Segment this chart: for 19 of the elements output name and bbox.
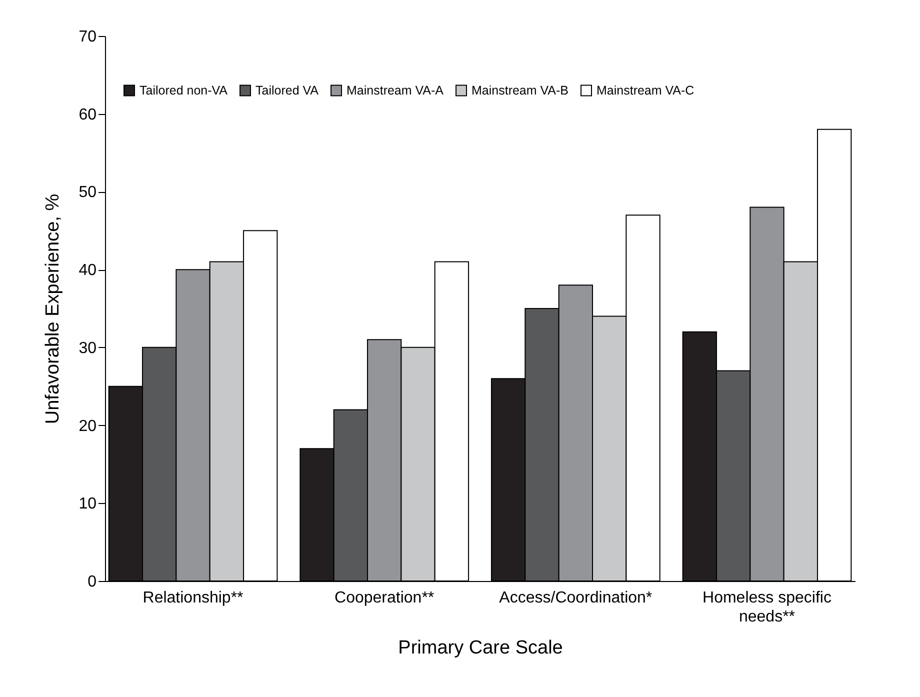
x-tick-label: Cooperation** xyxy=(334,590,434,606)
x-axis-title: Primary Care Scale xyxy=(398,638,563,658)
y-tick-label: 10 xyxy=(78,496,97,513)
y-tick-label: 50 xyxy=(78,184,97,202)
y-tick-label: 0 xyxy=(88,574,97,590)
y-tick-label: 30 xyxy=(78,340,97,357)
legend-label: Mainstream VA-A xyxy=(346,84,444,98)
legend-label: Tailored non-VA xyxy=(140,84,228,98)
legend-label: Mainstream VA-C xyxy=(596,84,694,98)
x-tick-label: Homeless specific needs** xyxy=(702,590,832,626)
x-tick-label: Access/Coordination* xyxy=(499,590,652,606)
y-tick-label: 20 xyxy=(78,418,97,435)
legend-label: Mainstream VA-B xyxy=(472,84,569,98)
y-axis-title: Unfavorable Experience, % xyxy=(42,194,64,424)
y-tick-label: 60 xyxy=(78,106,97,124)
y-tick-label: 40 xyxy=(78,262,97,280)
y-tick-label: 70 xyxy=(78,28,97,46)
legend-label: Tailored VA xyxy=(256,84,320,98)
x-tick-label: Relationship** xyxy=(142,590,244,606)
